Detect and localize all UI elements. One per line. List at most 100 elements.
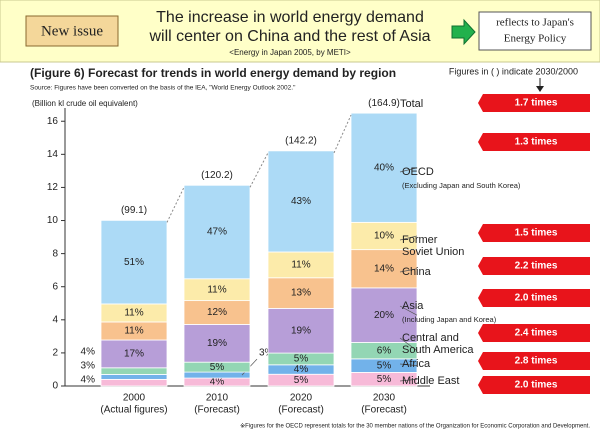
leader [399,268,418,273]
trend-line [333,114,352,154]
series-label: Africa [402,358,431,370]
policy-box [478,11,592,51]
leader [399,363,418,366]
tag: New issue [41,23,103,39]
ratio-badge [478,133,590,151]
bar-segment [183,324,251,363]
y-tick-label: 6 [52,281,58,292]
x-tick-note: (Forecast) [361,405,407,416]
bar-segment [100,219,168,305]
leader [399,167,418,173]
footnote: ※Figures for the OECD represent totals f… [240,423,590,430]
leader [399,378,418,382]
chart-source: Source: Figures have been converted on t… [30,85,296,92]
headline: will center on China and the rest of Asi… [148,28,430,45]
ratio-badge [478,352,590,370]
share-label: 4% [81,375,96,386]
ratio-badge [478,224,590,242]
trend-line [249,152,269,188]
ratio-badge [478,289,590,307]
total-label: (164.9) [368,98,400,109]
share-label: 13% [291,288,311,299]
ratio-label: 2.2 times [515,261,558,272]
series-label: Soviet Union [402,246,464,258]
y-tick-label: 16 [47,116,59,127]
series-label: Asia [402,300,424,312]
bar-segment [350,112,418,223]
share-label: 3% [259,348,274,359]
share-label: 11% [124,308,143,319]
total-label: (142.2) [285,135,317,146]
y-tick-label: 10 [47,215,59,226]
y-tick-label: 8 [52,248,58,259]
share-label: 14% [374,263,394,274]
source-note: <Energy in Japan 2005, by METI> [229,48,351,57]
policy: Energy Policy [504,33,567,45]
arrow [451,18,476,46]
share-label: 11% [291,260,310,271]
bar-segment [267,307,335,354]
share-label: 4% [81,347,96,358]
share-label: 40% [374,162,394,173]
bar-segment [267,251,335,279]
total-label: (99.1) [121,205,147,216]
ratio-label: 2.4 times [515,328,558,339]
y-tick-label: 4 [52,314,58,325]
bar-segment [100,374,168,380]
bar-segment [183,184,251,280]
series-label: Central and [402,332,459,344]
share-label: 47% [207,227,227,238]
y-tick-label: 12 [47,182,59,193]
series-label: South America [402,344,474,356]
ratio-badge [478,257,590,275]
share-label: 4% [294,364,309,375]
series-label: OECD [402,166,434,178]
share-label: 5% [377,374,392,385]
total-name: Total [400,98,423,110]
ratio-badge [478,94,590,112]
leader [399,305,418,316]
ratio-label: 2.0 times [515,293,558,304]
series-label: Middle East [402,375,459,387]
series-label: Former [402,234,438,246]
x-tick-label: 2020 [290,393,313,404]
series-label: (Excluding Japan and South Korea) [402,181,521,190]
share-label: 3% [81,361,96,372]
share-label: 10% [374,231,394,242]
series-label: China [402,266,432,278]
tag-box [25,15,119,47]
share-label: 19% [207,338,227,349]
share-label: 6% [377,345,392,356]
share-label: 20% [374,310,394,321]
share-label: 4% [210,377,225,388]
share-label: 11% [207,284,226,295]
y-tick-label: 2 [52,348,58,359]
bar-segment [267,150,335,253]
x-tick-note: (Forecast) [194,405,240,416]
chart-title: (Figure 6) Forecast for trends in world … [30,66,396,80]
share-label: 12% [207,307,227,318]
series-label: (Including Japan and Korea) [402,315,497,324]
trend-line [166,187,185,223]
share-label: 19% [291,325,311,336]
x-tick-note: (Actual figures) [100,405,167,416]
x-tick-label: 2030 [373,393,396,404]
ratio-label: 1.3 times [515,137,558,148]
bar-segment [100,378,168,387]
bar-segment [267,277,335,309]
x-tick-label: 2010 [206,393,229,404]
share-label: 17% [124,349,144,360]
bar-segment [183,371,251,379]
leader [399,235,418,241]
x-tick-label: 2000 [123,393,146,404]
ratio-label: 2.0 times [515,380,558,391]
ratio-note: Figures in ( ) indicate 2030/2000 [449,66,578,76]
leader [399,337,418,351]
ratio-label: 1.7 times [515,98,558,109]
share-label: 5% [377,360,392,371]
ratio-label: 2.8 times [515,356,558,367]
ratio-label: 1.5 times [515,228,558,239]
share-label: 5% [294,375,309,386]
policy: reflects to Japan's [496,17,574,29]
y-tick-label: 14 [47,149,59,160]
